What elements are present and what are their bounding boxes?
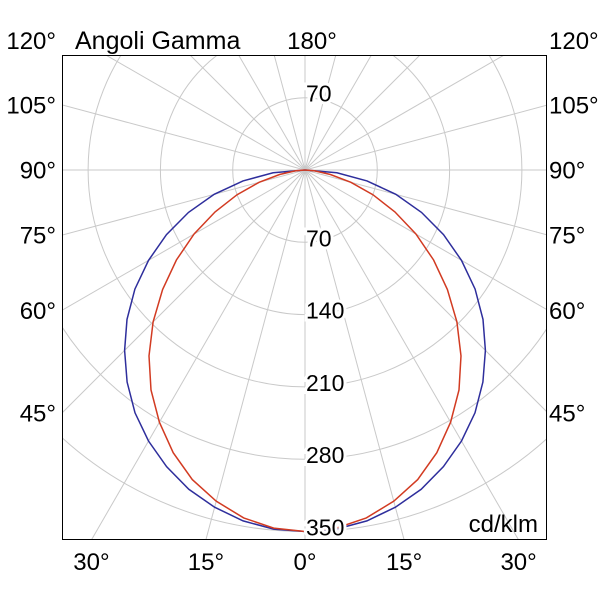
gamma-label-top-right: 120° (549, 28, 599, 55)
grid-ray-135 (304, 55, 421, 171)
grid-ray-15 (304, 169, 405, 540)
grid-ray-105 (304, 104, 547, 171)
gamma-label-bottom-15: 15° (386, 549, 422, 576)
grid-ray-30 (304, 169, 520, 540)
grid-ray-165 (304, 55, 337, 171)
gamma-label-left-105: 105° (6, 92, 56, 119)
grid-ray-330 (90, 169, 306, 540)
grid-ray-195 (273, 55, 306, 171)
radial-tick-350: 350 (306, 515, 344, 541)
grid-ray-120 (304, 55, 506, 171)
grid-ray-300 (62, 169, 306, 311)
gamma-label-left-75: 75° (20, 223, 56, 250)
gamma-label-bottom-0: 0° (294, 549, 317, 576)
grid-ray-150 (304, 55, 372, 171)
gamma-label-top-left: 120° (6, 28, 56, 55)
unit-label: cd/klm (469, 511, 538, 538)
gamma-label-bottom--15: 15° (188, 549, 224, 576)
chart-title: Angoli Gamma (75, 27, 240, 55)
grid-ray-75 (304, 169, 547, 236)
grid-ray-240 (104, 55, 306, 171)
gamma-label-right-90: 90° (549, 158, 585, 185)
gamma-label-right-105: 105° (549, 92, 599, 119)
grid-ray-345 (205, 169, 306, 540)
grid-ray-60 (304, 169, 547, 311)
gamma-label-bottom-30: 30° (500, 549, 536, 576)
grid-ray-210 (238, 55, 306, 171)
gamma-label-right-45: 45° (549, 401, 585, 428)
grid-ring-350 (62, 436, 547, 532)
radial-tick-top-70: 70 (306, 81, 332, 107)
chart-frame (62, 55, 547, 540)
gamma-label-right-60: 60° (549, 298, 585, 325)
grid-ray-255 (62, 104, 306, 171)
photometric-curve-red (148, 169, 462, 533)
grid-ray-45 (304, 169, 547, 413)
gamma-label-left-90: 90° (20, 158, 56, 185)
gamma-label-right-75: 75° (549, 223, 585, 250)
radial-tick-140: 140 (306, 298, 344, 324)
radial-tick-70: 70 (306, 225, 332, 251)
radial-tick-210: 210 (306, 370, 344, 396)
gamma-label-left-45: 45° (20, 401, 56, 428)
gamma-label-bottom--30: 30° (73, 549, 109, 576)
grid-ray-225 (189, 55, 306, 171)
gamma-label-left-60: 60° (20, 298, 56, 325)
gamma-label-top-center: 180° (287, 28, 337, 55)
grid-ray-285 (62, 169, 306, 236)
grid-ray-315 (62, 169, 306, 414)
radial-tick-280: 280 (306, 442, 344, 468)
